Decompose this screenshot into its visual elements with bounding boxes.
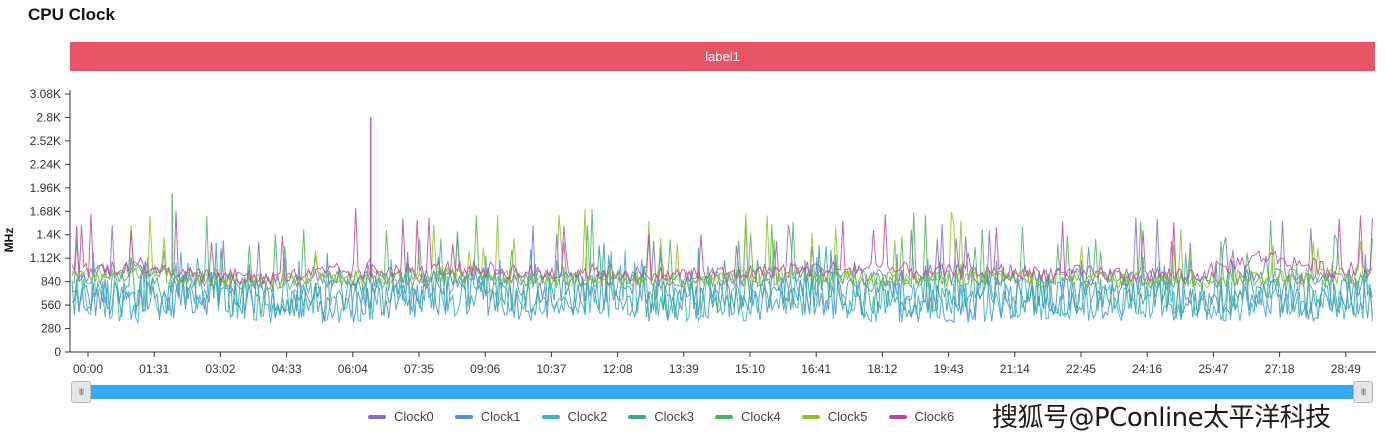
y-tick-label: 560 <box>41 298 61 312</box>
legend-label: Clock5 <box>827 409 868 424</box>
legend-item-clock3[interactable]: Clock3 <box>628 409 694 424</box>
y-tick-label: 1.68K <box>30 204 61 218</box>
label-bar: label1 <box>70 42 1375 71</box>
cpu-clock-chart: 0 280 560 840 1.12K 1.4K 1.68K 1.96K 2.24K 2.52K 2… <box>2 87 1376 376</box>
chart-title: CPU Clock <box>28 5 115 24</box>
x-tick-label: 09:06 <box>470 362 500 376</box>
legend-item-clock6[interactable]: Clock6 <box>888 409 955 424</box>
legend-swatch <box>801 414 820 419</box>
legend-label: Clock3 <box>654 409 694 424</box>
watermark-text: 搜狐号@PConline太平洋科技 <box>992 403 1331 433</box>
x-tick-label: 19:43 <box>934 362 964 376</box>
y-tick-label: 3.08K <box>30 87 61 101</box>
legend-label: Clock2 <box>567 409 608 424</box>
x-tick-label: 06:04 <box>338 362 368 376</box>
x-tick-label: 07:35 <box>404 362 434 376</box>
x-tick-label: 27:18 <box>1265 362 1295 376</box>
x-tick-label: 18:12 <box>867 362 897 376</box>
legend-item-clock4[interactable]: Clock4 <box>715 409 781 424</box>
slider-end-handle[interactable]: III <box>1353 381 1373 403</box>
legend-label: Clock4 <box>741 409 781 424</box>
series-line-clock5 <box>71 208 1373 290</box>
y-tick-label: 1.12K <box>30 251 61 265</box>
x-tick-label: 22:45 <box>1066 362 1096 376</box>
legend-label: Clock0 <box>394 409 434 424</box>
legend-label: Clock6 <box>914 409 955 424</box>
series-line-clock2 <box>71 249 1373 325</box>
x-tick-label: 10:37 <box>536 362 566 376</box>
x-tick-label: 15:10 <box>735 362 765 376</box>
slider-start-handle[interactable]: III <box>71 381 91 403</box>
legend-label: Clock1 <box>480 409 521 424</box>
y-tick-label: 840 <box>41 275 61 289</box>
legend-swatch <box>368 414 386 419</box>
legend-swatch <box>541 414 560 419</box>
x-tick-label: 28:49 <box>1331 362 1361 376</box>
series-line-clock0 <box>71 217 1373 290</box>
y-tick-label: 280 <box>41 322 61 336</box>
x-tick-label: 13:39 <box>669 362 699 376</box>
series-line-clock4 <box>71 209 1373 291</box>
series-line-clock6 <box>71 207 1373 286</box>
legend-item-clock1[interactable]: Clock1 <box>454 409 521 424</box>
y-tick-label: 1.4K <box>36 228 61 242</box>
legend-item-clock5[interactable]: Clock5 <box>801 409 868 424</box>
y-tick-label: 1.96K <box>30 181 61 195</box>
x-tick-label: 01:31 <box>139 362 169 376</box>
y-axis-label: MHz <box>2 228 16 253</box>
y-tick-label: 2.8K <box>36 110 61 124</box>
y-tick-label: 2.24K <box>30 157 61 171</box>
legend-item-clock2[interactable]: Clock2 <box>541 409 608 424</box>
chart-legend: Clock0 Clock1 Clock2 Clock3 Clock4 Clock5 Cloc… <box>368 409 954 424</box>
legend-swatch <box>888 414 907 419</box>
x-tick-label: 04:33 <box>272 362 302 376</box>
x-tick-label: 00:00 <box>73 362 103 376</box>
legend-swatch <box>454 414 473 419</box>
x-tick-label: 12:08 <box>603 362 633 376</box>
x-tick-label: 24:16 <box>1132 362 1162 376</box>
y-tick-label: 0 <box>54 345 61 359</box>
x-tick-label: 25:47 <box>1198 362 1228 376</box>
y-tick-label: 2.52K <box>30 134 61 148</box>
x-tick-label: 16:41 <box>801 362 831 376</box>
x-tick-label: 21:14 <box>1000 362 1030 376</box>
legend-swatch <box>715 414 733 419</box>
legend-swatch <box>628 414 647 419</box>
time-range-slider[interactable] <box>72 385 1368 399</box>
x-tick-label: 03:02 <box>205 362 235 376</box>
series-line-clock3 <box>71 242 1373 321</box>
legend-item-clock0[interactable]: Clock0 <box>368 409 434 424</box>
